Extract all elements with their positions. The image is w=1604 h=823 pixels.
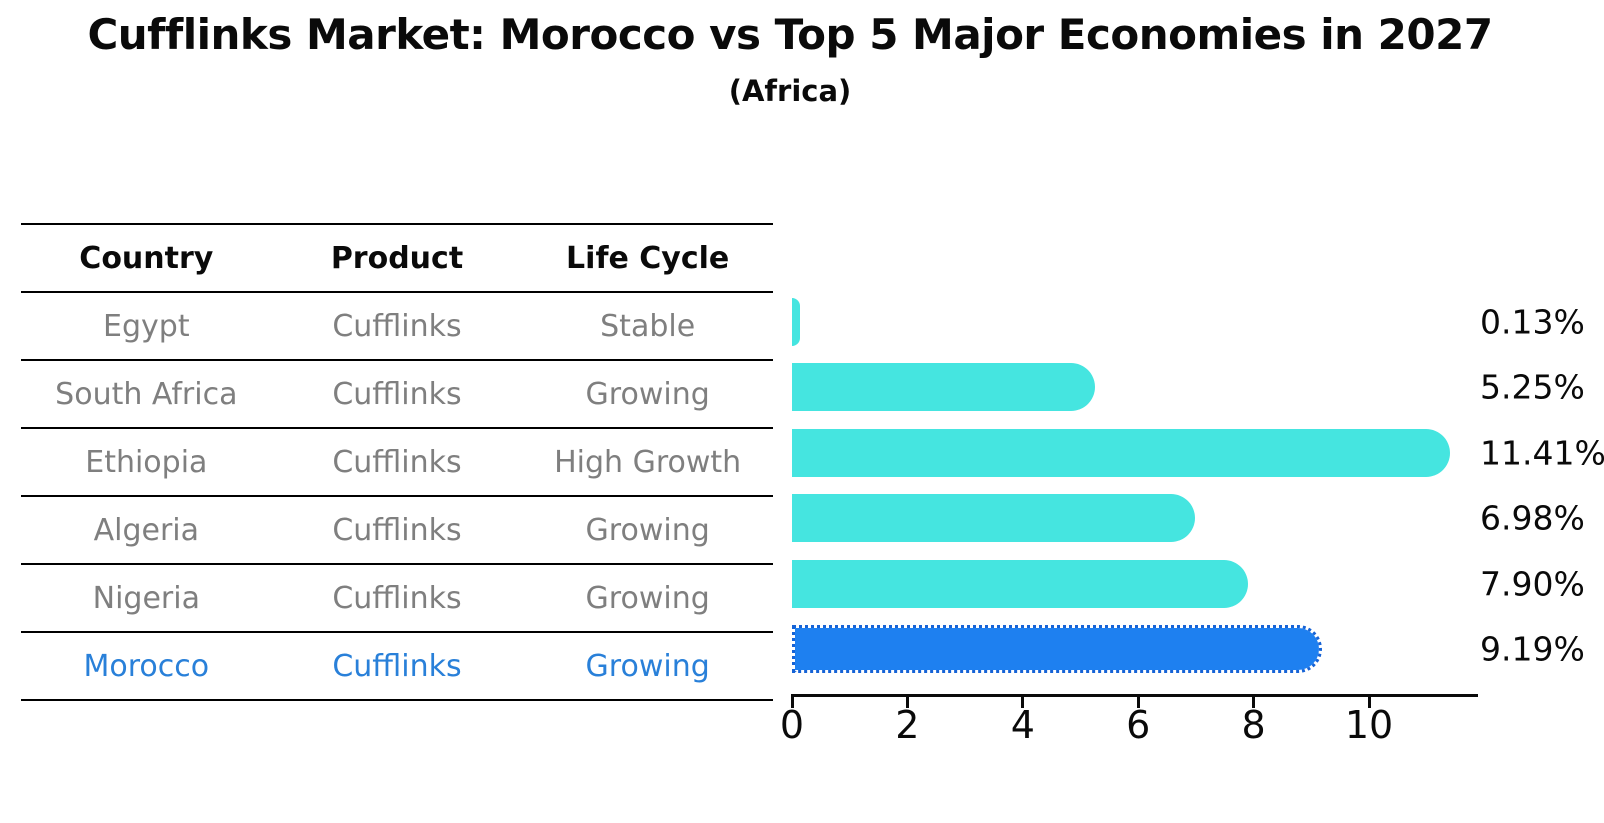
x-tick [1021, 697, 1025, 708]
table-row-ethiopia: Ethiopia Cufflinks High Growth [21, 429, 773, 497]
table-header-row: Country Product Life Cycle [21, 225, 773, 293]
table-cell-life-cycle: Growing [585, 648, 710, 684]
x-tick-label: 10 [1344, 703, 1394, 747]
value-label-ethiopia: 11.41% [1480, 433, 1604, 473]
table-cell-life-cycle: Growing [585, 512, 710, 548]
table-cell-country: Morocco [83, 648, 210, 684]
table-cell-life-cycle: High Growth [554, 444, 742, 480]
table-cell-product: Cufflinks [332, 648, 462, 684]
table-cell-life-cycle: Growing [585, 580, 710, 616]
x-tick [1136, 697, 1140, 708]
table-cell-country: Egypt [103, 308, 190, 344]
table-cell-country: South Africa [55, 376, 238, 412]
table-row-morocco: Morocco Cufflinks Growing [21, 633, 773, 701]
table-header-life-cycle: Life Cycle [566, 240, 730, 276]
bar-morocco [792, 625, 1323, 673]
value-label-morocco: 9.19% [1480, 629, 1585, 669]
x-tick-label: 8 [1241, 703, 1266, 747]
table-row-algeria: Algeria Cufflinks Growing [21, 497, 773, 565]
table-cell-product: Cufflinks [332, 444, 462, 480]
table-cell-life-cycle: Stable [600, 308, 696, 344]
table-row-nigeria: Nigeria Cufflinks Growing [21, 565, 773, 633]
value-label-egypt: 0.13% [1480, 302, 1585, 342]
value-label-south-africa: 5.25% [1480, 367, 1585, 407]
x-tick-label: 2 [895, 703, 920, 747]
x-tick [905, 697, 909, 708]
table-row-south-africa: South Africa Cufflinks Growing [21, 361, 773, 429]
chart-title: Cufflinks Market: Morocco vs Top 5 Major… [87, 10, 1493, 59]
bar-algeria [792, 494, 1195, 543]
table-header-country: Country [79, 240, 214, 276]
table-cell-country: Algeria [93, 512, 200, 548]
x-tick [790, 697, 794, 708]
bar-south-africa [792, 363, 1095, 412]
table-cell-product: Cufflinks [332, 512, 462, 548]
x-tick-label: 0 [779, 703, 805, 747]
chart-subtitle: (Africa) [728, 74, 852, 108]
x-axis-line [791, 694, 1478, 697]
x-tick [1252, 697, 1256, 708]
value-label-nigeria: 7.90% [1480, 564, 1585, 604]
x-tick-label: 6 [1126, 703, 1151, 747]
table-cell-product: Cufflinks [332, 580, 462, 616]
table-cell-product: Cufflinks [332, 308, 462, 344]
value-label-algeria: 6.98% [1480, 498, 1585, 538]
country-table: Country Product Life Cycle Egypt Cufflin… [21, 223, 773, 701]
table-cell-country: Nigeria [92, 580, 200, 616]
bar-nigeria [792, 559, 1248, 608]
x-tick [1367, 697, 1371, 708]
table-cell-life-cycle: Growing [585, 376, 710, 412]
x-tick-label: 4 [1010, 703, 1035, 747]
table-cell-product: Cufflinks [332, 376, 462, 412]
table-header-product: Product [330, 240, 464, 276]
bar-egypt [792, 298, 800, 346]
bar-ethiopia [792, 428, 1451, 477]
table-row-egypt: Egypt Cufflinks Stable [21, 293, 773, 361]
table-cell-country: Ethiopia [85, 444, 208, 480]
